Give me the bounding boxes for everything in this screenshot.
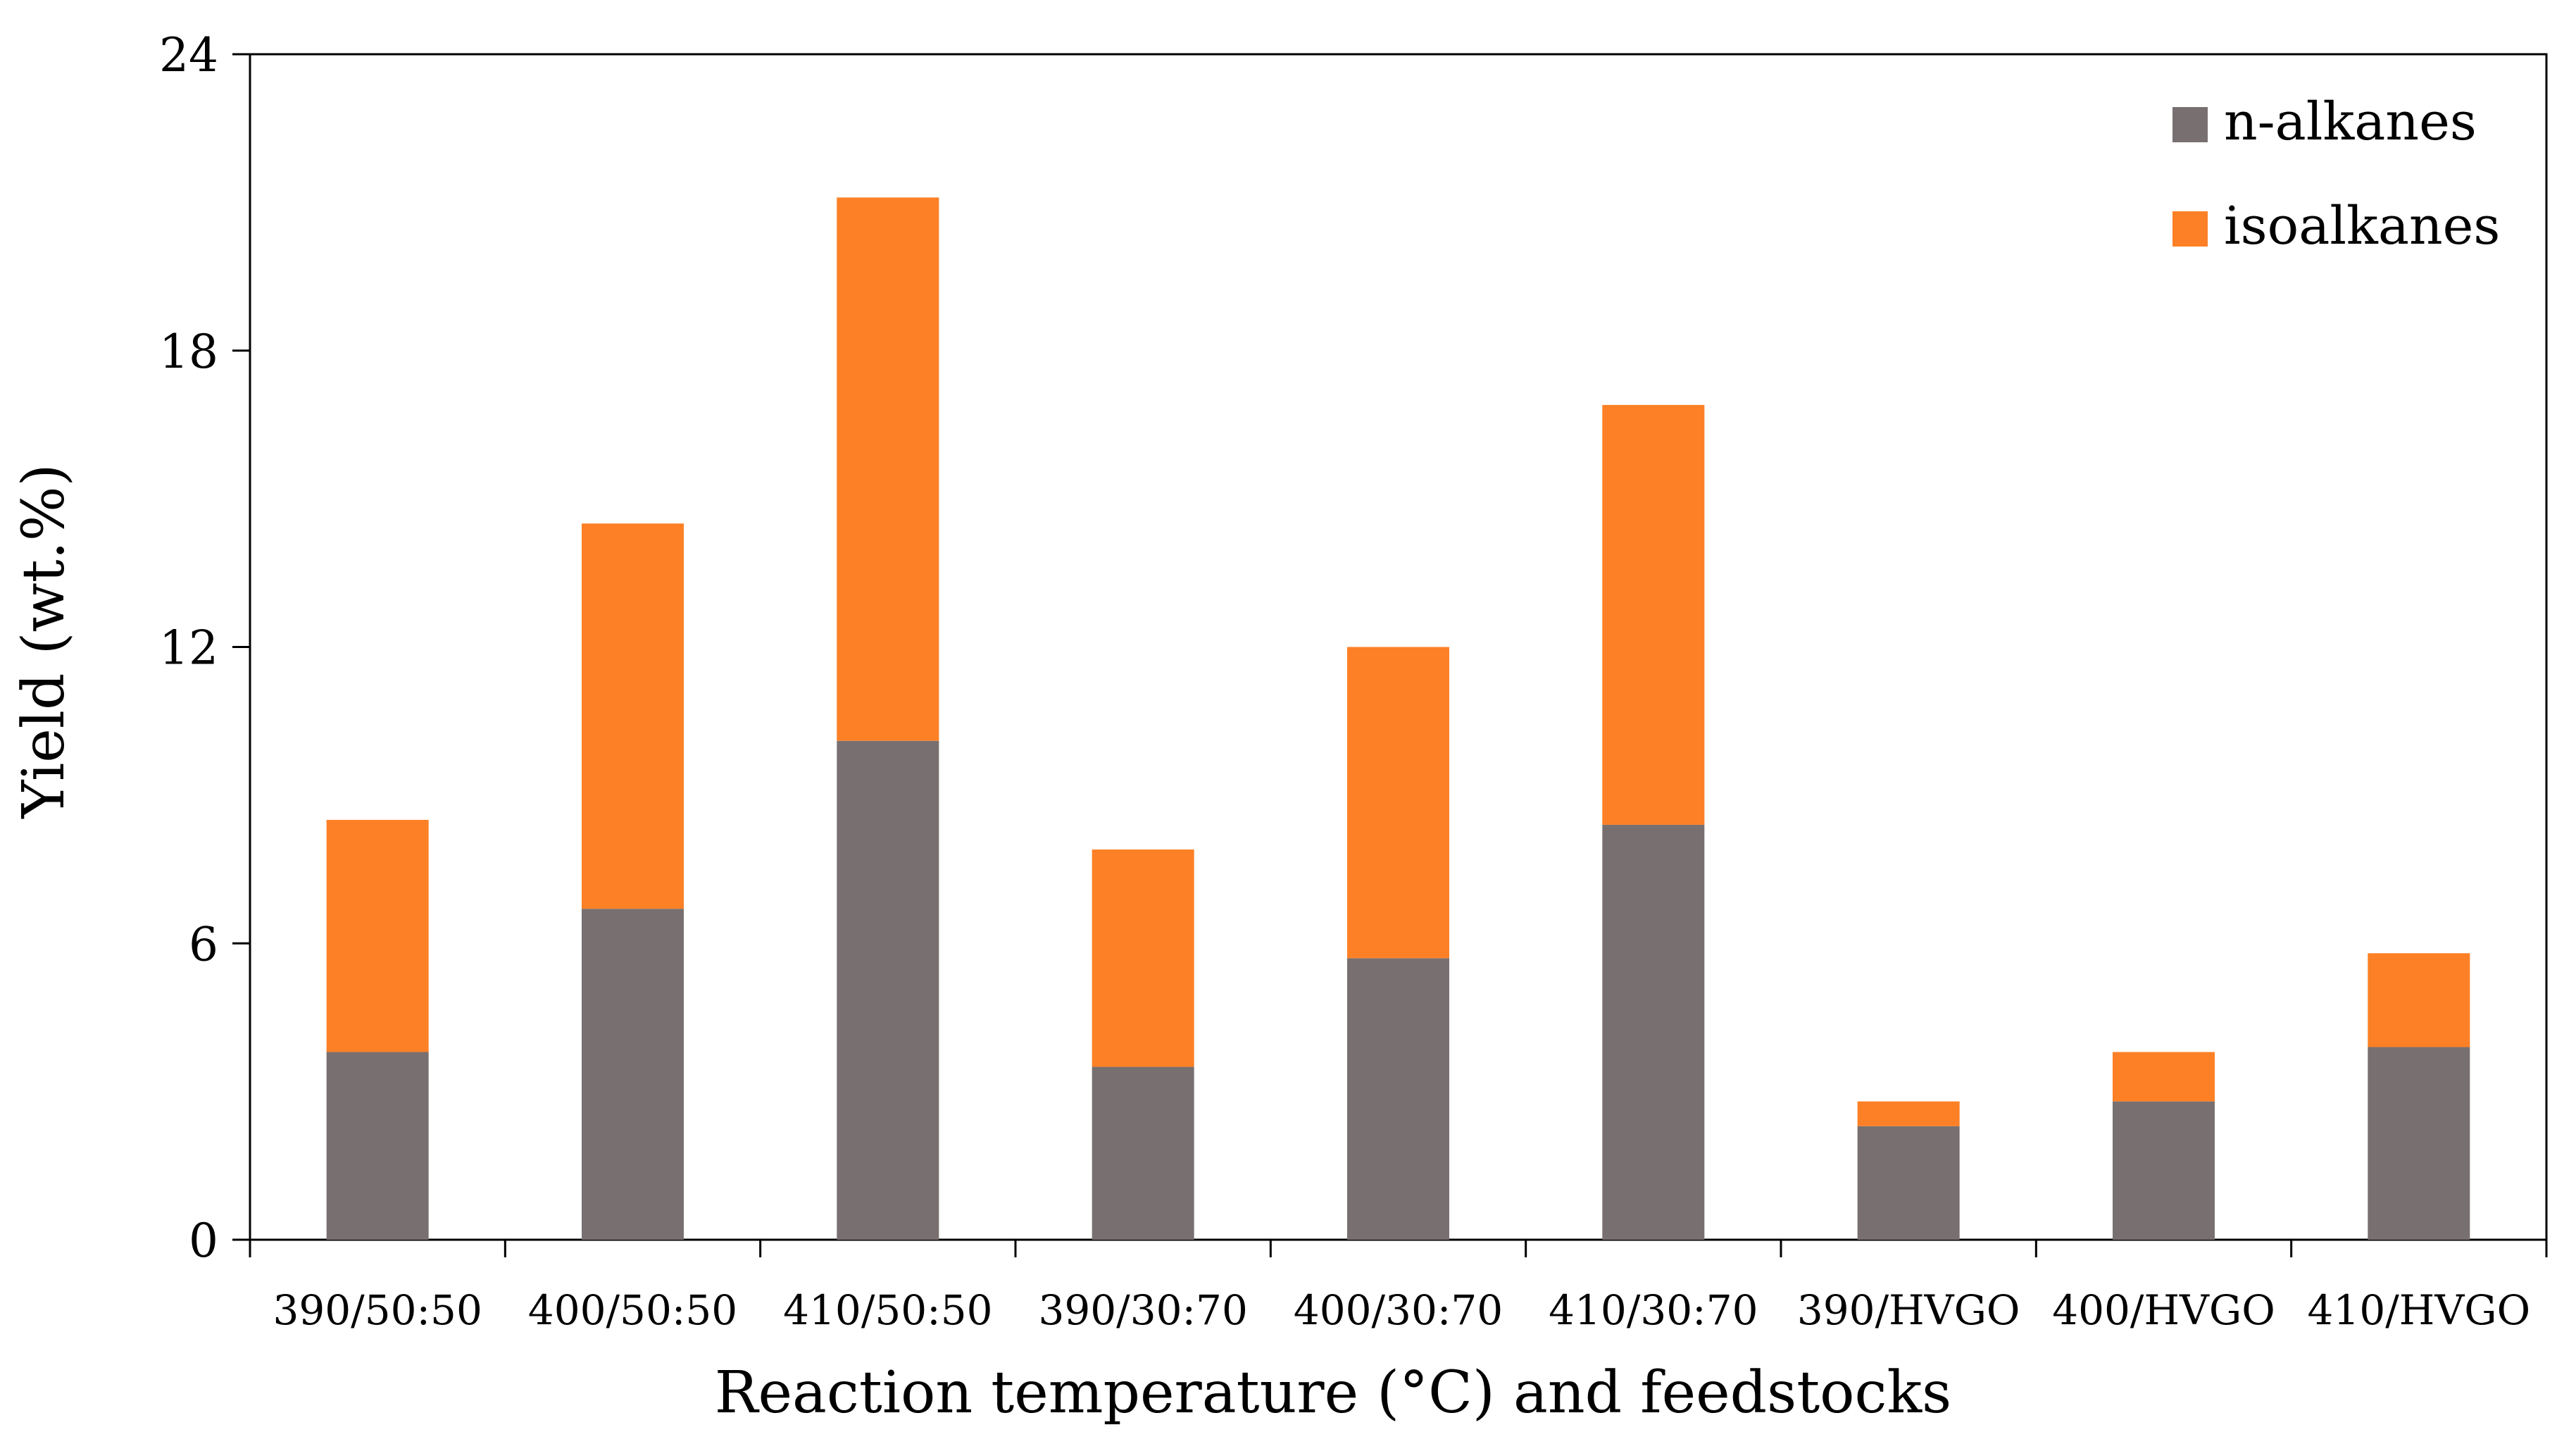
- x-axis-title: Reaction temperature (°C) and feedstocks: [715, 1359, 1951, 1426]
- x-tick-label: 390/30:70: [1038, 1286, 1247, 1334]
- y-tick-label: 6: [189, 917, 218, 971]
- x-tick-label: 410/30:70: [1549, 1286, 1758, 1334]
- legend-label-isoalkanes: isoalkanes: [2224, 196, 2500, 256]
- x-tick-label: 400/30:70: [1294, 1286, 1503, 1334]
- bar-n-alkanes-410/50:50: [837, 740, 939, 1240]
- bar-n-alkanes-400/50:50: [582, 909, 684, 1240]
- bar-isoalkanes-390/50:50: [326, 819, 429, 1052]
- y-tick-label: 18: [159, 325, 218, 379]
- y-tick-label: 12: [159, 621, 218, 676]
- bar-n-alkanes-390/30:70: [1092, 1066, 1194, 1240]
- x-tick-label: 410/50:50: [783, 1286, 992, 1334]
- x-tick-label: 400/50:50: [528, 1286, 737, 1334]
- bar-n-alkanes-410/HVGO: [2368, 1047, 2470, 1240]
- bar-n-alkanes-390/HVGO: [1857, 1126, 1960, 1240]
- legend-label-n-alkanes: n-alkanes: [2224, 92, 2477, 152]
- bar-isoalkanes-410/30:70: [1602, 404, 1705, 825]
- legend: n-alkanes isoalkanes: [2172, 92, 2500, 256]
- bar-n-alkanes-410/30:70: [1602, 824, 1705, 1240]
- bar-isoalkanes-410/50:50: [837, 197, 939, 741]
- axes: 0 6 12 18 24 390/50:50 400/50:50 410/50:50 390/3…: [159, 28, 2548, 1334]
- x-tick-label: 390/50:50: [273, 1286, 482, 1334]
- bar-isoalkanes-400/30:70: [1347, 647, 1449, 959]
- bar-group: [326, 197, 2470, 1240]
- bar-isoalkanes-400/50:50: [582, 523, 684, 909]
- legend-swatch-n-alkanes: [2172, 107, 2208, 142]
- bar-isoalkanes-400/HVGO: [2113, 1052, 2215, 1102]
- y-axis-title: Yield (wt.%): [11, 463, 77, 819]
- y-tick-label: 0: [189, 1214, 218, 1268]
- bar-n-alkanes-390/50:50: [326, 1052, 429, 1240]
- x-tick-label: 400/HVGO: [2052, 1286, 2275, 1334]
- x-tick-label: 390/HVGO: [1797, 1286, 2020, 1334]
- bar-isoalkanes-390/HVGO: [1857, 1101, 1960, 1126]
- y-tick-label: 24: [159, 28, 218, 82]
- bar-isoalkanes-410/HVGO: [2368, 953, 2470, 1047]
- bar-n-alkanes-400/30:70: [1347, 958, 1449, 1240]
- x-tick-label: 410/HVGO: [2308, 1286, 2531, 1334]
- legend-swatch-isoalkanes: [2172, 211, 2208, 247]
- bar-n-alkanes-400/HVGO: [2113, 1101, 2215, 1240]
- bar-isoalkanes-390/30:70: [1092, 849, 1194, 1067]
